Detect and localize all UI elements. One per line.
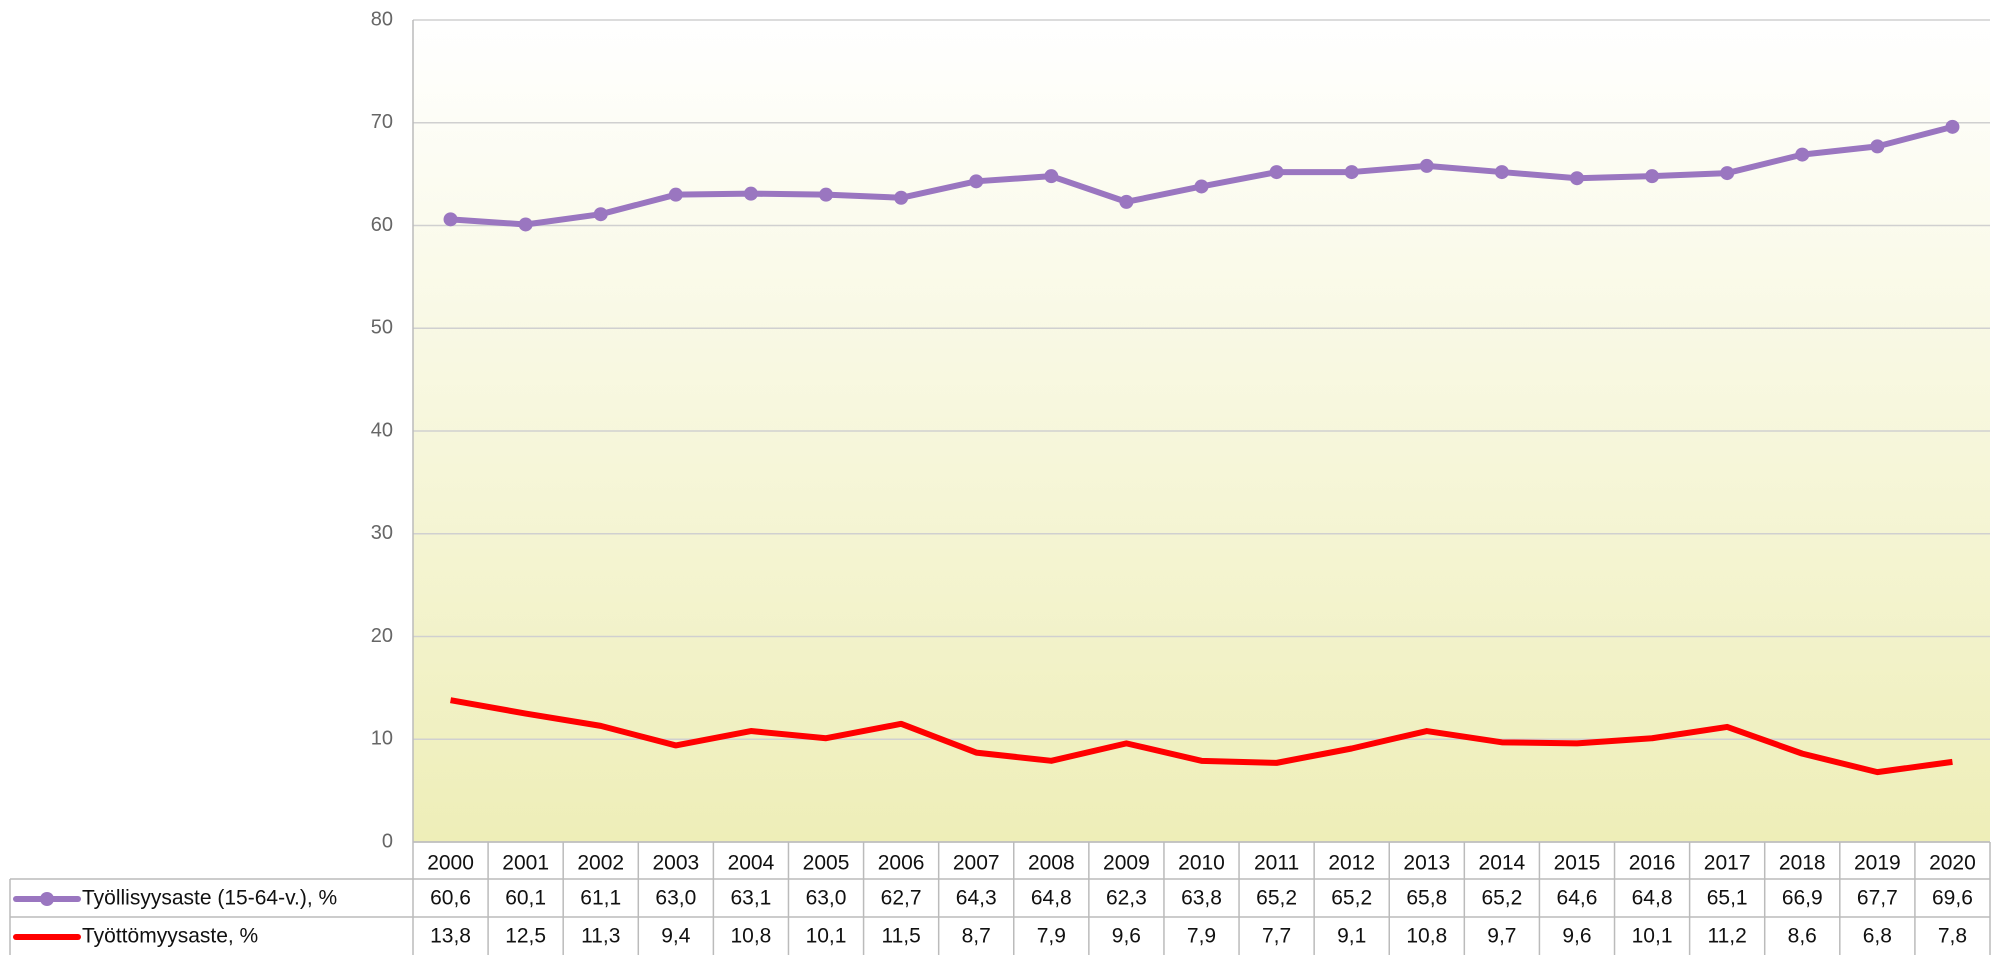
y-tick-label: 30	[371, 522, 393, 544]
data-point	[1269, 165, 1284, 180]
table-value: 60,1	[505, 887, 546, 910]
x-tick-label: 2002	[577, 852, 624, 875]
table-value: 64,6	[1557, 887, 1598, 910]
x-tick-label: 2003	[652, 852, 699, 875]
table-value: 7,9	[1037, 925, 1066, 948]
table-value: 13,8	[430, 925, 471, 948]
data-point	[969, 174, 984, 189]
y-tick-label: 0	[382, 830, 393, 852]
table-value: 9,6	[1562, 925, 1591, 948]
x-tick-label: 2013	[1403, 852, 1450, 875]
x-tick-label: 2000	[427, 852, 474, 875]
x-tick-label: 2019	[1854, 852, 1901, 875]
data-point	[1945, 119, 1960, 134]
data-point	[593, 207, 608, 222]
y-tick-label: 70	[371, 111, 393, 133]
table-value: 9,6	[1112, 925, 1141, 948]
table-value: 65,2	[1256, 887, 1297, 910]
table-value: 10,8	[730, 925, 771, 948]
y-tick-label: 50	[371, 317, 393, 339]
table-value: 69,6	[1932, 887, 1973, 910]
y-tick-label: 10	[371, 728, 393, 750]
table-value: 9,7	[1487, 925, 1516, 948]
table-value: 64,8	[1031, 887, 1072, 910]
table-value: 10,1	[806, 925, 847, 948]
table-value: 66,9	[1782, 887, 1823, 910]
table-value: 65,2	[1331, 887, 1372, 910]
x-tick-label: 2011	[1254, 852, 1299, 875]
table-value: 9,1	[1337, 925, 1366, 948]
x-tick-label: 2016	[1629, 852, 1676, 875]
table-value: 62,7	[881, 887, 922, 910]
table-value: 7,8	[1938, 925, 1967, 948]
x-tick-label: 2004	[728, 852, 775, 875]
table-value: 65,2	[1481, 887, 1522, 910]
x-tick-label: 2009	[1103, 852, 1150, 875]
table-value: 64,3	[956, 887, 997, 910]
data-point	[518, 217, 533, 232]
data-point	[894, 190, 909, 205]
table-value: 11,2	[1708, 925, 1747, 948]
x-tick-label: 2006	[878, 852, 925, 875]
data-point	[1569, 171, 1584, 186]
data-point	[1194, 179, 1209, 194]
table-value: 11,3	[581, 925, 620, 948]
legend-marker	[40, 892, 54, 906]
data-point	[443, 212, 458, 227]
data-point	[1870, 139, 1885, 154]
table-value: 60,6	[430, 887, 471, 910]
data-point	[1720, 166, 1735, 181]
series-line	[450, 697, 1953, 776]
x-tick-label: 2005	[803, 852, 850, 875]
table-value: 61,1	[580, 887, 621, 910]
legend-label: Työttömyysaste, %	[82, 925, 258, 948]
table-value: 7,9	[1187, 925, 1216, 948]
x-tick-label: 2017	[1704, 852, 1751, 875]
x-tick-label: 2014	[1479, 852, 1526, 875]
x-tick-label: 2001	[502, 852, 549, 875]
table-value: 62,3	[1106, 887, 1147, 910]
x-tick-label: 2012	[1328, 852, 1375, 875]
table-value: 10,8	[1406, 925, 1447, 948]
table-value: 11,5	[881, 925, 920, 948]
x-tick-label: 2008	[1028, 852, 1075, 875]
y-tick-label: 60	[371, 214, 393, 236]
table-value: 63,0	[655, 887, 696, 910]
table-value: 67,7	[1857, 887, 1898, 910]
x-tick-label: 2020	[1929, 852, 1976, 875]
table-value: 8,7	[962, 925, 991, 948]
table-value: 6,8	[1863, 925, 1892, 948]
table-value: 65,8	[1406, 887, 1447, 910]
table-value: 63,8	[1181, 887, 1222, 910]
table-value: 8,6	[1788, 925, 1817, 948]
legend-label: Työllisyysaste (15-64-v.), %	[82, 887, 337, 910]
data-point	[819, 187, 834, 202]
table-value: 7,7	[1262, 925, 1291, 948]
table-value: 12,5	[505, 925, 546, 948]
data-point	[1419, 158, 1434, 173]
data-point	[1795, 147, 1810, 162]
x-tick-label: 2007	[953, 852, 1000, 875]
table-value: 64,8	[1632, 887, 1673, 910]
x-tick-label: 2018	[1779, 852, 1826, 875]
x-tick-label: 2010	[1178, 852, 1225, 875]
data-point	[1494, 165, 1509, 180]
data-point	[1044, 169, 1059, 184]
y-tick-label: 80	[371, 8, 393, 30]
table-value: 9,4	[661, 925, 691, 948]
data-point	[1645, 169, 1660, 184]
data-point	[668, 187, 683, 202]
y-tick-label: 40	[371, 419, 393, 441]
data-point	[1344, 165, 1359, 180]
data-point	[1119, 194, 1134, 209]
x-tick-label: 2015	[1554, 852, 1601, 875]
data-point	[743, 186, 758, 201]
table-value: 10,1	[1632, 925, 1673, 948]
y-tick-label: 20	[371, 625, 393, 647]
table-value: 65,1	[1707, 887, 1748, 910]
table-value: 63,0	[806, 887, 847, 910]
table-value: 63,1	[730, 887, 771, 910]
